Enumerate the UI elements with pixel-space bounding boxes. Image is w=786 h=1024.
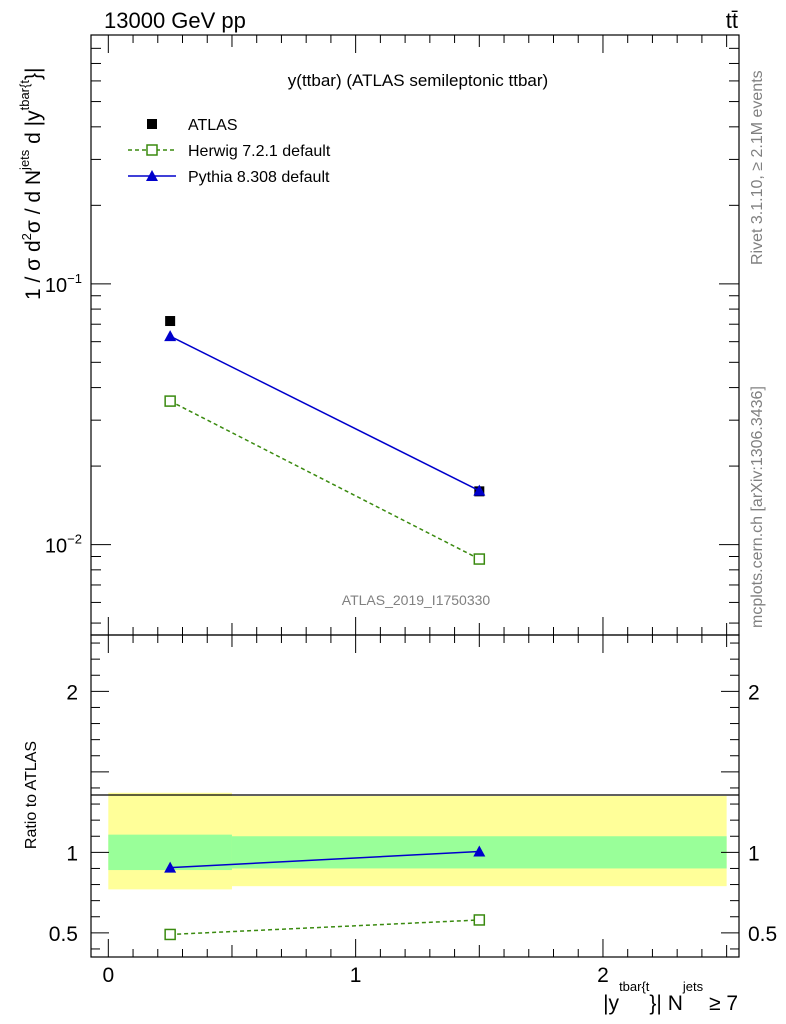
ratio-y-tick-label-left: 2 [66, 681, 78, 704]
ratio-series [164, 845, 486, 941]
ratio-data-point [473, 914, 486, 926]
data-point [164, 330, 177, 342]
svg-text:|ytbar{t}| Njets ≥ 7: |ytbar{t}| Njets ≥ 7 [603, 979, 738, 1015]
data-point [473, 484, 486, 496]
chart-title: y(ttbar) (ATLAS semileptonic ttbar) [288, 71, 548, 90]
main-y-axis-label: 1 / σ d2σ / d Njets d |ytbar{t}| [17, 68, 45, 300]
ratio-data-point [164, 861, 177, 873]
ratio-bands [108, 792, 727, 890]
ratio-series-line [170, 919, 480, 936]
x-tick-label: 2 [597, 964, 609, 987]
data-point [164, 395, 176, 407]
analysis-watermark: ATLAS_2019_I1750330 [342, 592, 491, 608]
y-tick-label: 10−1 [45, 271, 82, 297]
process-label: tt̄ [726, 8, 738, 33]
ratio-y-tick-label-left: 0.5 [49, 923, 78, 946]
data-point [473, 553, 486, 565]
ratio-y-tick-label-right: 2 [748, 681, 760, 704]
ratio-panel: 0.5 0.5 1 1 2 2 0 1 2 Ratio to ATLAS |ytbar{t}| … [23, 634, 777, 1015]
legend-marker [146, 144, 158, 156]
ratio-y-axis-label: Ratio to ATLAS [23, 741, 40, 849]
main-series [164, 316, 486, 565]
main-panel: 10−1 10−2 y(ttbar) (ATLAS semileptonic tt… [17, 34, 740, 636]
legend-label: Pythia 8.308 default [188, 169, 330, 186]
x-tick-label: 1 [350, 964, 362, 987]
legend-marker [146, 170, 158, 181]
ratio-data-point [164, 928, 176, 941]
legend-label: Herwig 7.2.1 default [188, 143, 331, 160]
source-label: mcplots.cern.ch [arXiv:1306.3436] [749, 386, 766, 628]
rivet-label: Rivet 3.1.10, ≥ 2.1M events [749, 70, 766, 265]
ratio-y-tick-label-right: 1 [748, 842, 760, 865]
series-line [169, 335, 480, 492]
data-point [165, 316, 176, 327]
main-axis-ticks: 10−1 10−2 [45, 34, 739, 635]
ratio-series-line [170, 850, 480, 869]
series-line [169, 400, 480, 560]
svg-text:1 / σ d2σ / d Njets d |ytbar{t: 1 / σ d2σ / d Njets d |ytbar{t}| [17, 68, 45, 300]
ratio-y-tick-label-right: 0.5 [748, 923, 777, 946]
ratio-axis-ticks: 0.5 0.5 1 1 2 2 0 1 2 [49, 635, 777, 987]
energy-label: 13000 GeV pp [104, 8, 246, 33]
ratio-y-tick-label-left: 1 [66, 842, 78, 865]
ratio-frame [90, 634, 740, 958]
ratio-data-point [473, 845, 486, 857]
legend-label: ATLAS [188, 117, 238, 134]
legend-marker [147, 119, 157, 129]
legend: ATLAS Herwig 7.2.1 default Pythia 8.308 de… [128, 117, 331, 186]
x-axis-label: |ytbar{t}| Njets ≥ 7 [603, 979, 738, 1015]
y-tick-label: 10−2 [45, 532, 82, 558]
x-tick-label: 0 [102, 964, 114, 987]
